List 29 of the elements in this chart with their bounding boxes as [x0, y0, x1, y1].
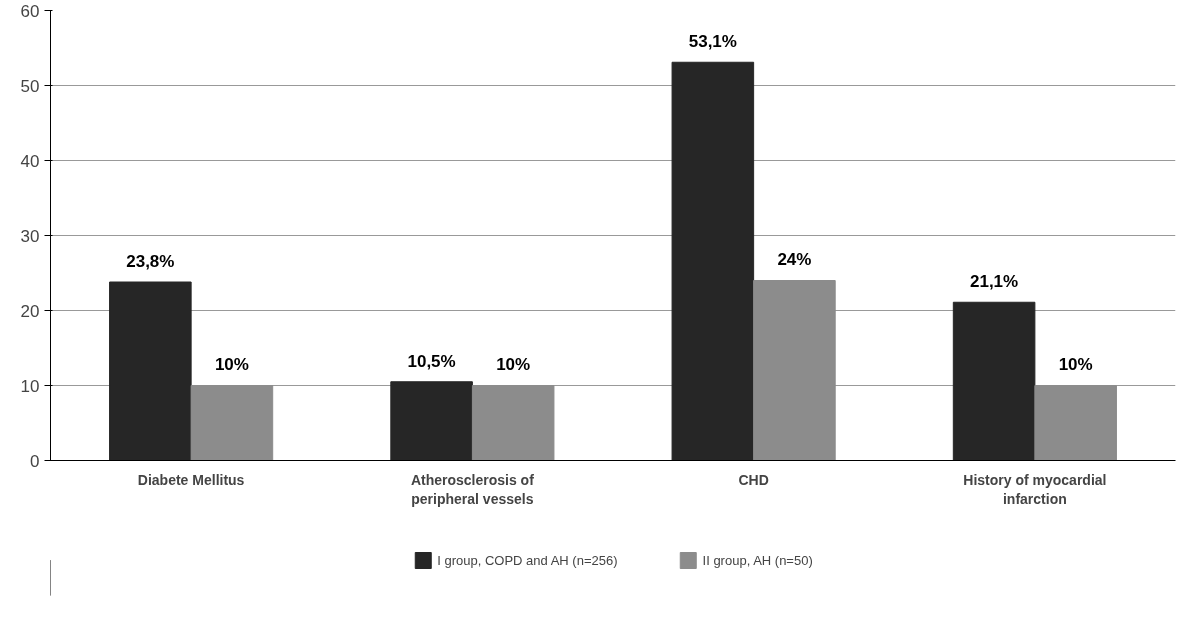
bar — [471, 385, 555, 461]
legend-label: I group, COPD and AH (n=256) — [437, 552, 618, 568]
y-tick-label: 0 — [30, 451, 40, 471]
data-label: 21,1% — [969, 272, 1019, 291]
y-tick-label: 30 — [20, 226, 40, 246]
y-tick-label: 20 — [20, 301, 40, 321]
x-tick-label: History of myocardial infarction — [963, 471, 1107, 507]
y-tick-label: 60 — [20, 1, 40, 21]
y-tick-label: 40 — [20, 151, 40, 171]
x-tick-label: CHD — [738, 471, 769, 488]
data-label: 24% — [777, 250, 812, 270]
data-label: 23,8% — [126, 251, 175, 271]
legend-label: II group, AH (n=50) — [702, 552, 813, 568]
bar — [1034, 385, 1117, 461]
bar — [390, 381, 473, 461]
bar — [952, 301, 1036, 461]
bar — [109, 281, 192, 461]
y-tick-label: 10 — [20, 376, 40, 396]
x-tick-label: Diabete Mellitus — [137, 471, 245, 488]
data-label: 10,5% — [407, 351, 456, 371]
x-tick-label: Atherosclerosis of peripheral vessels — [410, 471, 535, 507]
bar — [190, 385, 274, 461]
y-tick-label: 50 — [20, 76, 40, 96]
data-label: 10% — [1058, 355, 1093, 375]
bar — [671, 61, 755, 461]
data-label: 53,1% — [688, 32, 737, 51]
data-label: 10% — [496, 355, 531, 375]
data-label: 10% — [214, 355, 249, 375]
bar — [753, 280, 836, 461]
